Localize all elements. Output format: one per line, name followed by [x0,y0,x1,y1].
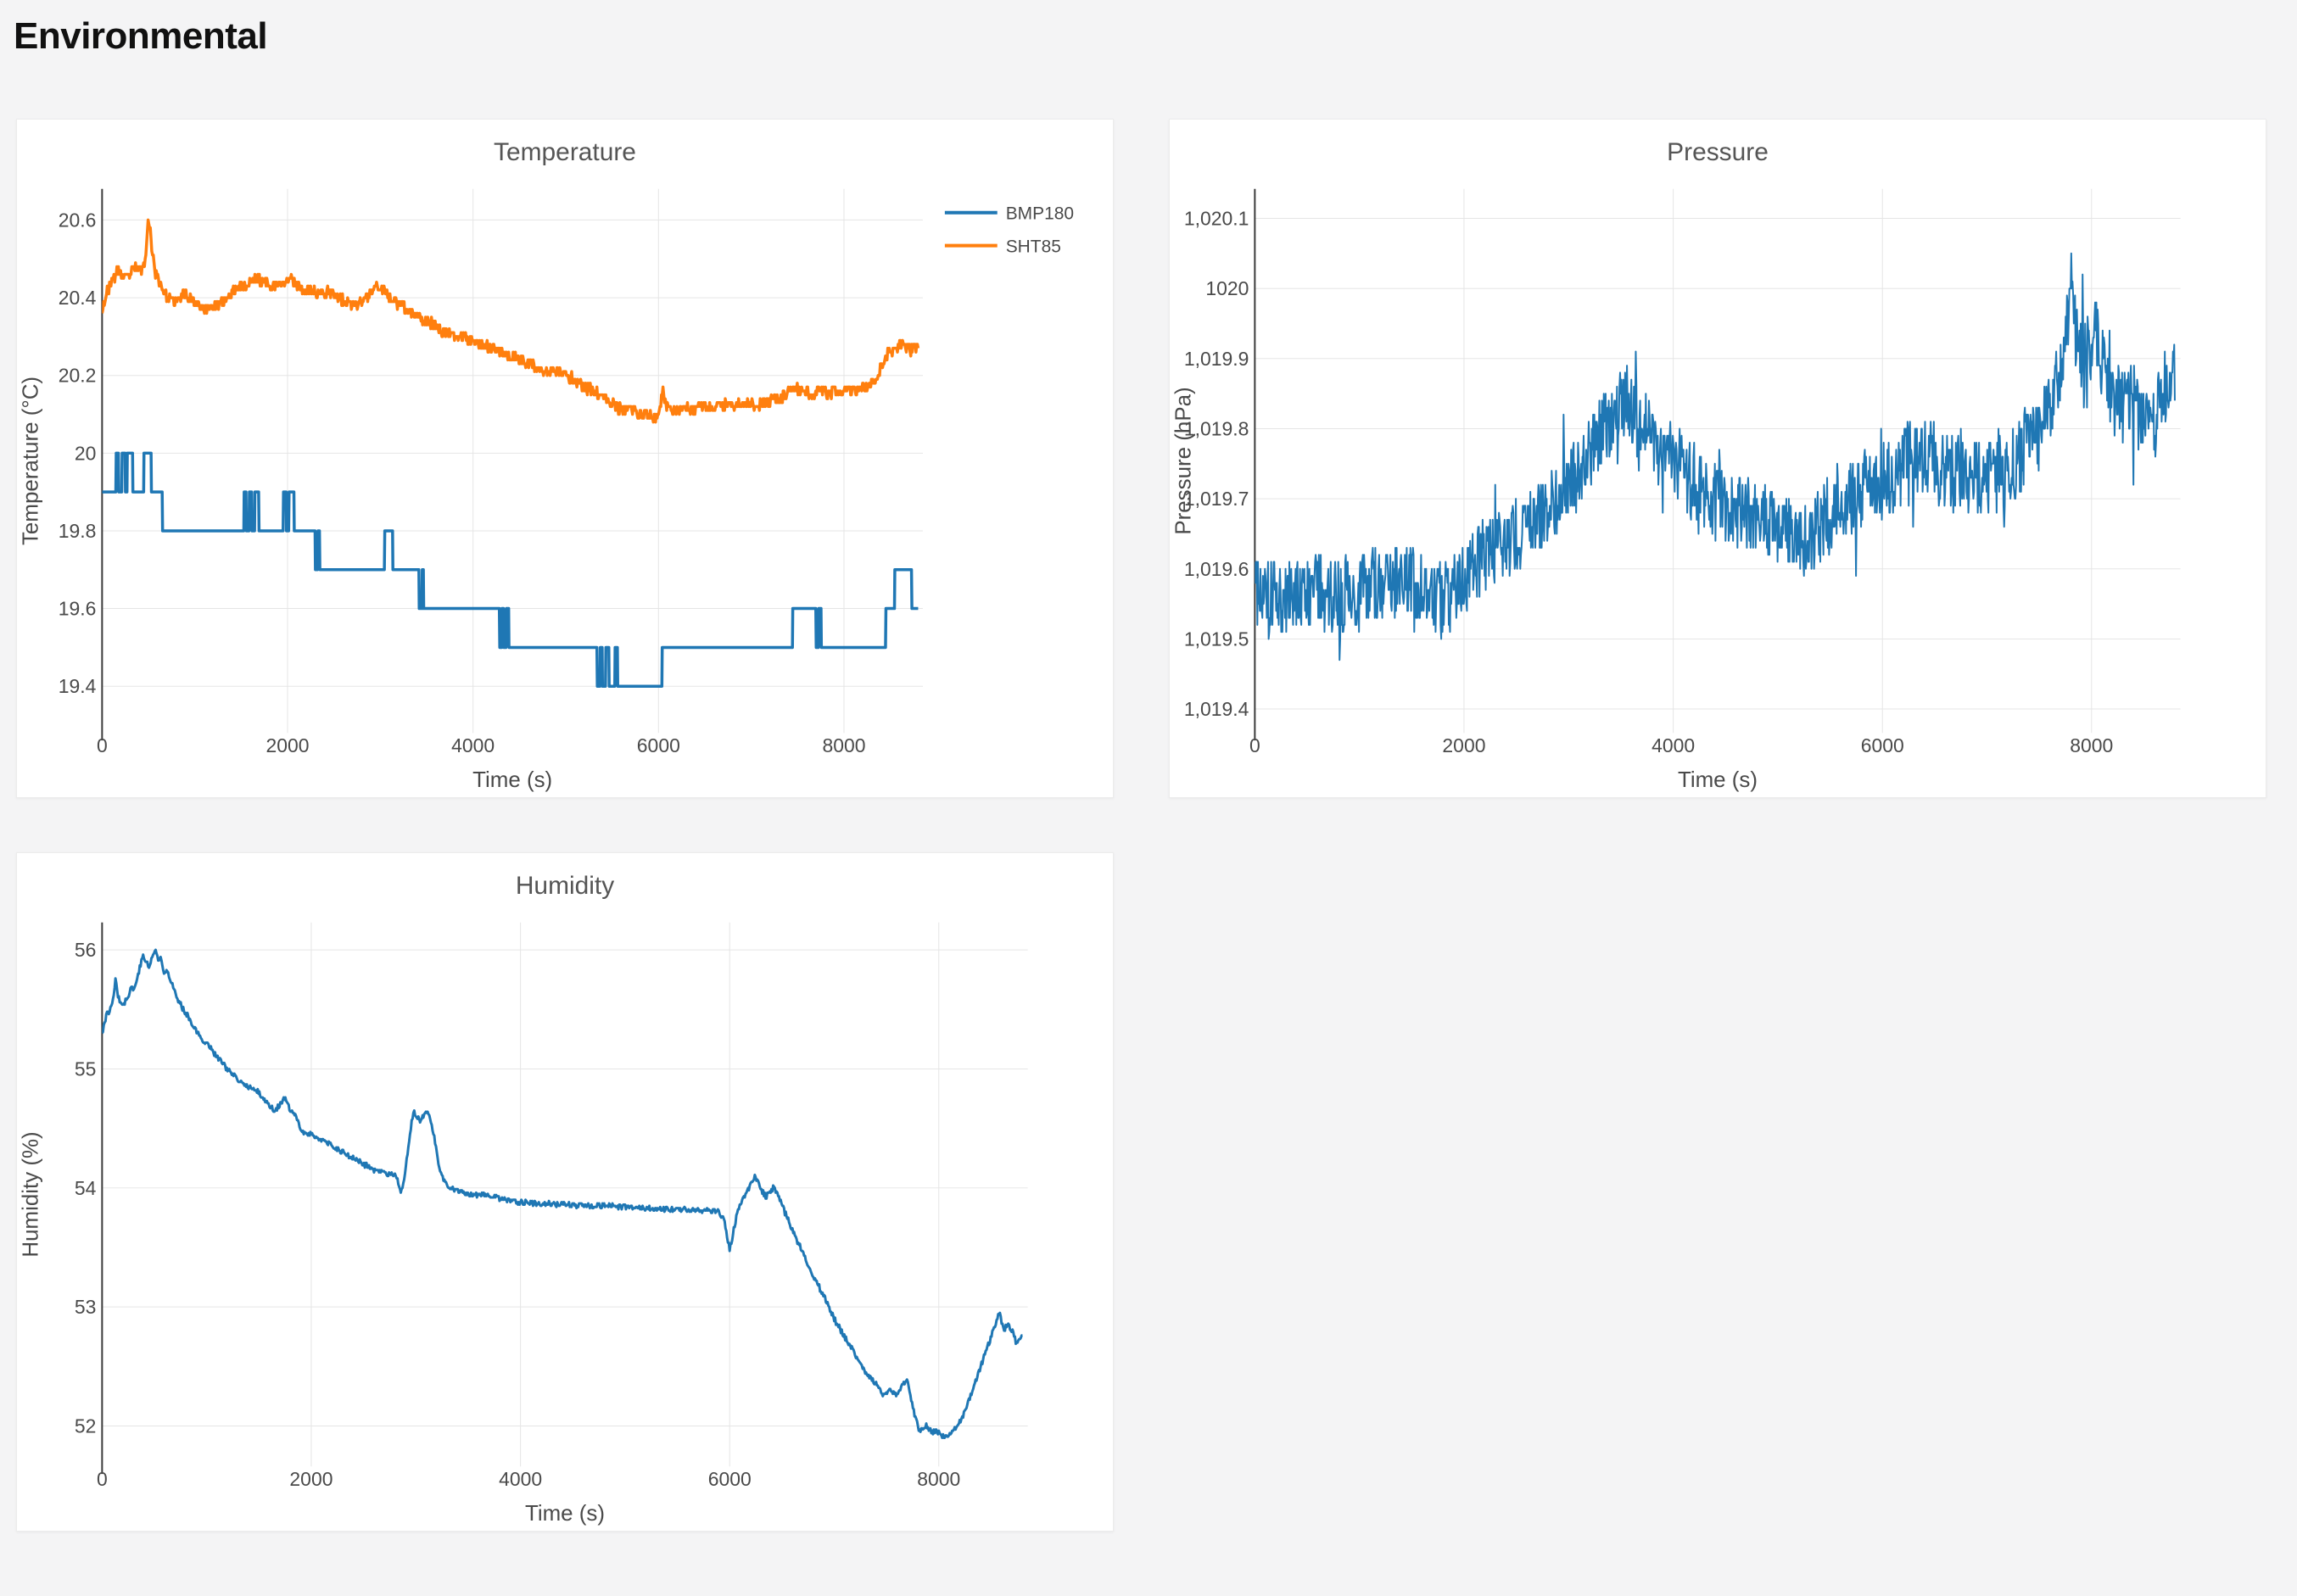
y-tick-label: 52 [75,1415,97,1437]
y-tick-label: 1,019.8 [1184,417,1249,439]
x-axis-label: Time (s) [525,1502,605,1526]
y-tick-label: 20 [75,442,97,464]
x-tick-label: 0 [97,734,108,756]
x-tick-label: 8000 [2070,734,2113,756]
x-tick-label: 8000 [822,734,865,756]
x-tick-label: 4000 [451,734,495,756]
y-tick-label: 56 [75,939,97,961]
y-tick-label: 1,019.7 [1184,488,1249,510]
y-tick-label: 20.6 [59,209,97,231]
x-tick-label: 2000 [289,1468,333,1490]
page-title: Environmental [14,15,268,57]
series-line-sht85 [102,948,1023,1439]
legend-item: BMP180 [944,204,1074,224]
y-tick-label: 54 [75,1177,97,1199]
chart-title: Pressure [1667,138,1769,166]
legend: BMP180 SHT85 [944,204,1074,257]
series-line-bmp180 [1255,252,2176,661]
x-tick-label: 6000 [637,734,680,756]
panel-temperature: 0 2000 4000 6000 8000 19.4 19.6 19.8 20 20.2 20.4 2… [16,119,1114,798]
x-tick-label: 0 [97,1468,108,1490]
panel-pressure: 0 2000 4000 6000 8000 1,019.4 1,019.5 1,019.6 1,… [1169,119,2266,798]
pressure-chart: 0 2000 4000 6000 8000 1,019.4 1,019.5 1,019.6 1,… [1172,138,2181,792]
y-tick-label: 53 [75,1296,97,1318]
series-line-sht85 [102,218,920,424]
y-tick-label: 1,019.6 [1184,558,1249,580]
x-tick-label: 6000 [1861,734,1904,756]
x-tick-label: 6000 [708,1468,752,1490]
legend-label: SHT85 [1006,237,1061,257]
y-tick-label: 20.4 [59,287,97,309]
y-tick-label: 1,019.4 [1184,698,1249,720]
y-tick-label: 20.2 [59,365,97,387]
x-tick-label: 8000 [917,1468,960,1490]
legend-item: SHT85 [944,237,1061,257]
y-axis-label: Humidity (%) [20,1131,43,1257]
chart-title: Temperature [494,138,636,166]
x-tick-label: 0 [1249,734,1260,756]
y-axis-label: Temperature (°C) [20,377,43,545]
series-line-bmp180 [102,451,919,688]
temperature-chart: 0 2000 4000 6000 8000 19.4 19.6 19.8 20 20.2 20.4 2… [20,138,1074,792]
y-tick-label: 1,020.1 [1184,207,1249,229]
x-axis-label: Time (s) [1678,768,1758,792]
x-tick-label: 4000 [1651,734,1695,756]
panel-humidity: 0 2000 4000 6000 8000 52 53 54 55 56 Time (s) Humid… [16,852,1114,1532]
legend-label: BMP180 [1006,204,1074,224]
y-tick-label: 19.6 [59,598,97,620]
x-axis-label: Time (s) [472,768,552,792]
x-tick-label: 4000 [499,1468,542,1490]
y-axis-label: Pressure (hPa) [1172,387,1196,534]
y-tick-label: 1,019.5 [1184,628,1249,650]
chart-title: Humidity [516,872,614,900]
y-tick-label: 55 [75,1057,97,1080]
y-tick-label: 19.4 [59,675,97,697]
y-tick-label: 1,019.9 [1184,348,1249,370]
humidity-chart: 0 2000 4000 6000 8000 52 53 54 55 56 Time (s) Humid… [20,872,1028,1526]
x-tick-label: 2000 [1442,734,1485,756]
x-tick-label: 2000 [266,734,310,756]
y-tick-label: 1020 [1205,277,1249,299]
y-tick-label: 19.8 [59,520,97,542]
